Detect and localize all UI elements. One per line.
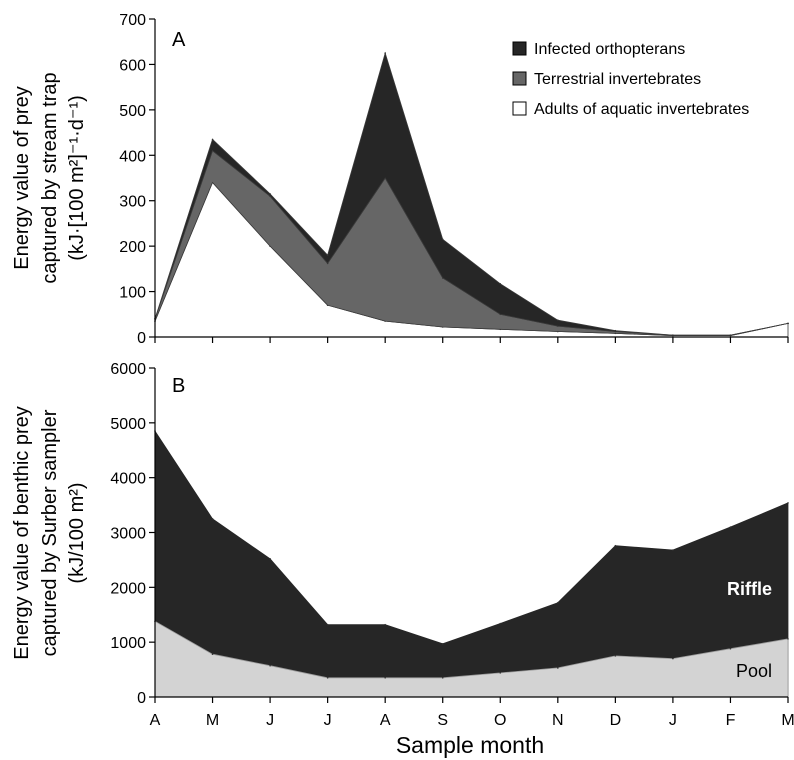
series-label-riffle: Riffle bbox=[727, 579, 772, 599]
y-tick-label: 700 bbox=[119, 12, 146, 29]
legend-swatch bbox=[512, 101, 527, 116]
y-tick-label: 5000 bbox=[110, 416, 146, 433]
panel-b: Riffle Pool 0 1000 2000 3000 4000 5000 6000 A M J J A… bbox=[11, 361, 794, 729]
point-riffle-6 bbox=[499, 622, 502, 625]
y-axis-label-line: (kJ/100 m²) bbox=[66, 482, 88, 583]
point-riffle-5 bbox=[441, 643, 444, 645]
point-riffle-9 bbox=[672, 549, 674, 551]
y-tick-label: 100 bbox=[119, 285, 146, 302]
x-tick-label: A bbox=[380, 712, 391, 729]
point-riffle-10 bbox=[729, 526, 732, 528]
point-2-5 bbox=[441, 238, 444, 241]
point-pool-8 bbox=[614, 655, 617, 657]
y-axis-label-line: captured by Surber sampler bbox=[39, 409, 61, 656]
y-tick-label: 500 bbox=[119, 103, 146, 120]
x-tick-label: J bbox=[324, 712, 332, 729]
x-tick-label: J bbox=[266, 712, 274, 729]
y-tick-label: 1000 bbox=[110, 635, 146, 652]
y-tick-label: 0 bbox=[137, 690, 146, 707]
x-tick-label: S bbox=[437, 712, 448, 729]
point-riffle-7 bbox=[557, 601, 559, 604]
point-2-10 bbox=[729, 334, 732, 336]
legend-label: Adults of aquatic invertebrates bbox=[534, 101, 749, 118]
y-axis-label-line: (kJ·[100 m²]⁻¹·d⁻¹) bbox=[66, 95, 88, 261]
point-pool-3 bbox=[326, 677, 329, 679]
point-2-1 bbox=[211, 138, 214, 141]
series-label-pool: Pool bbox=[736, 661, 772, 681]
point-riffle-2 bbox=[269, 558, 271, 560]
point-riffle-4 bbox=[384, 623, 386, 626]
x-axis-label: Sample month bbox=[396, 732, 544, 758]
panel-label: B bbox=[172, 375, 185, 397]
x-tick-label: N bbox=[552, 712, 564, 729]
point-pool-10 bbox=[729, 647, 732, 650]
point-riffle-3 bbox=[326, 623, 329, 626]
point-pool-11 bbox=[787, 638, 789, 640]
point-2-7 bbox=[557, 319, 559, 321]
point-2-8 bbox=[614, 329, 617, 332]
point-pool-5 bbox=[441, 677, 444, 679]
point-2-9 bbox=[672, 334, 674, 336]
y-tick-label: 4000 bbox=[110, 471, 146, 488]
x-tick-label: O bbox=[494, 712, 506, 729]
point-pool-2 bbox=[269, 664, 271, 667]
point-riffle-1 bbox=[211, 517, 214, 520]
point-2-4 bbox=[384, 52, 386, 54]
point-2-11 bbox=[787, 322, 789, 325]
point-2-2 bbox=[269, 193, 271, 195]
panel-a: 0 100 200 300 400 500 600 700 A Energy value of p… bbox=[11, 12, 789, 347]
y-axis-label-line: Energy value of benthic prey bbox=[11, 406, 33, 660]
x-tick-label: D bbox=[610, 712, 622, 729]
point-pool-1 bbox=[211, 653, 214, 656]
point-riffle-11 bbox=[787, 502, 789, 504]
point-pool-7 bbox=[557, 667, 559, 669]
point-2-6 bbox=[499, 283, 502, 285]
y-tick-label: 600 bbox=[119, 57, 146, 74]
x-tick-label: M bbox=[206, 712, 219, 729]
x-tick-label: M bbox=[781, 712, 794, 729]
point-pool-9 bbox=[672, 657, 674, 660]
y-tick-label: 200 bbox=[119, 239, 146, 256]
y-tick-label: 2000 bbox=[110, 580, 146, 597]
x-tick-label: J bbox=[669, 712, 677, 729]
point-pool-4 bbox=[384, 677, 386, 679]
point-pool-6 bbox=[499, 672, 502, 674]
y-tick-label: 3000 bbox=[110, 526, 146, 543]
y-axis-label-line: Energy value of prey bbox=[11, 86, 33, 269]
legend-swatch bbox=[512, 41, 527, 56]
panel-label: A bbox=[172, 29, 186, 51]
y-tick-label: 300 bbox=[119, 194, 146, 211]
point-riffle-8 bbox=[614, 544, 617, 547]
legend-label: Infected orthopterans bbox=[534, 41, 685, 58]
legend-swatch bbox=[512, 71, 527, 86]
y-tick-label: 0 bbox=[137, 330, 146, 347]
y-axis-label-line: captured by stream trap bbox=[39, 72, 61, 283]
y-tick-label: 400 bbox=[119, 148, 146, 165]
legend-label: Terrestrial invertebrates bbox=[534, 71, 701, 88]
x-tick-label: F bbox=[726, 712, 736, 729]
point-2-3 bbox=[326, 254, 329, 257]
x-tick-label: A bbox=[150, 712, 161, 729]
y-tick-label: 6000 bbox=[110, 361, 146, 378]
